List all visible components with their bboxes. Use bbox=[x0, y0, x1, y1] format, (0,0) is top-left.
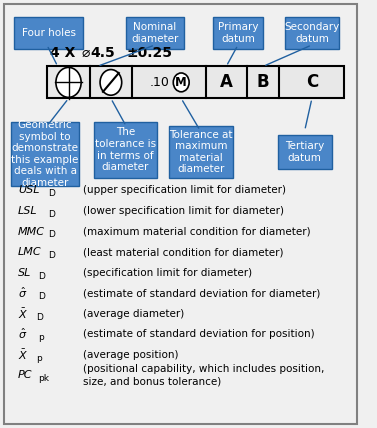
Text: (average diameter): (average diameter) bbox=[83, 309, 184, 319]
Text: $\bar{X}$: $\bar{X}$ bbox=[18, 348, 28, 362]
Text: (maximum material condition for diameter): (maximum material condition for diameter… bbox=[83, 226, 311, 237]
Text: A: A bbox=[220, 73, 233, 92]
Text: (least material condition for diameter): (least material condition for diameter) bbox=[83, 247, 284, 257]
Text: p: p bbox=[38, 333, 44, 342]
Text: Geometric
symbol to
demonstrate
this example
deals with a
diameter: Geometric symbol to demonstrate this exa… bbox=[11, 120, 79, 188]
Text: ±0.25: ±0.25 bbox=[126, 46, 172, 60]
FancyBboxPatch shape bbox=[285, 17, 339, 49]
Text: $\bar{X}$: $\bar{X}$ bbox=[18, 306, 28, 321]
FancyBboxPatch shape bbox=[14, 17, 83, 49]
FancyBboxPatch shape bbox=[170, 126, 233, 178]
FancyBboxPatch shape bbox=[11, 122, 79, 186]
Text: D: D bbox=[48, 230, 55, 240]
Text: The
tolerance is
in terms of
diameter: The tolerance is in terms of diameter bbox=[95, 128, 156, 172]
Text: $\hat{\sigma}$: $\hat{\sigma}$ bbox=[18, 286, 28, 300]
Circle shape bbox=[56, 67, 81, 98]
Text: PC: PC bbox=[18, 370, 32, 380]
Text: (average position): (average position) bbox=[83, 350, 178, 360]
Text: SL: SL bbox=[18, 268, 31, 278]
Text: D: D bbox=[38, 292, 45, 301]
Text: Tertiary
datum: Tertiary datum bbox=[285, 141, 324, 163]
Text: B: B bbox=[257, 73, 270, 92]
Text: $\hat{\sigma}$: $\hat{\sigma}$ bbox=[18, 327, 28, 342]
Text: ⌀: ⌀ bbox=[81, 46, 89, 60]
Text: LSL: LSL bbox=[18, 206, 38, 216]
Text: .10: .10 bbox=[150, 76, 170, 89]
Text: D: D bbox=[48, 210, 55, 219]
Text: D: D bbox=[36, 312, 43, 322]
Circle shape bbox=[100, 70, 122, 95]
Circle shape bbox=[173, 73, 189, 92]
Text: Secondary
datum: Secondary datum bbox=[284, 22, 340, 44]
Text: pk: pk bbox=[38, 374, 49, 383]
FancyBboxPatch shape bbox=[126, 17, 184, 49]
Text: (specification limit for diameter): (specification limit for diameter) bbox=[83, 268, 252, 278]
Text: p: p bbox=[36, 354, 42, 363]
Text: D: D bbox=[48, 189, 55, 199]
Text: MMC: MMC bbox=[18, 226, 45, 237]
Text: (upper specification limit for diameter): (upper specification limit for diameter) bbox=[83, 185, 286, 196]
Text: (estimate of standard deviation for diameter): (estimate of standard deviation for diam… bbox=[83, 288, 320, 298]
Text: D: D bbox=[38, 271, 45, 281]
Text: (lower specification limit for diameter): (lower specification limit for diameter) bbox=[83, 206, 284, 216]
Text: M: M bbox=[175, 76, 187, 89]
Text: 4.5: 4.5 bbox=[90, 46, 115, 60]
Text: Primary
datum: Primary datum bbox=[218, 22, 258, 44]
Text: D: D bbox=[48, 251, 55, 260]
Text: LMC: LMC bbox=[18, 247, 41, 257]
Text: Four holes: Four holes bbox=[22, 28, 76, 38]
FancyBboxPatch shape bbox=[278, 135, 332, 169]
Text: 4 X: 4 X bbox=[51, 46, 76, 60]
Text: C: C bbox=[306, 73, 318, 92]
Text: Tolerance at
maximum
material
diameter: Tolerance at maximum material diameter bbox=[169, 130, 233, 174]
Bar bbox=[47, 66, 344, 98]
Text: (positional capability, which includes position,
size, and bonus tolerance): (positional capability, which includes p… bbox=[83, 364, 324, 387]
FancyBboxPatch shape bbox=[94, 122, 157, 178]
Text: (estimate of standard deviation for position): (estimate of standard deviation for posi… bbox=[83, 329, 314, 339]
Text: Nominal
diameter: Nominal diameter bbox=[131, 22, 179, 44]
FancyBboxPatch shape bbox=[213, 17, 263, 49]
Text: USL: USL bbox=[18, 185, 40, 196]
